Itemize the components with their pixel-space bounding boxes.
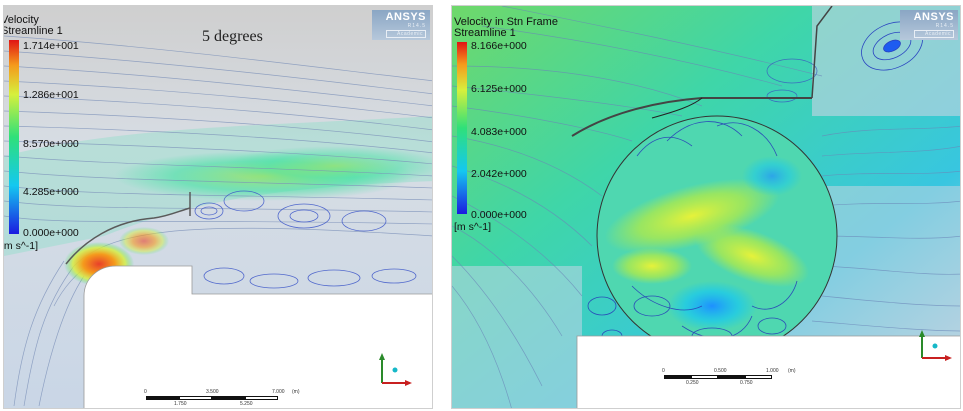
right-simulation-panel: Velocity in Stn Frame Streamline 1 8.166… [451,5,961,409]
right-streamline-plot [452,6,960,408]
scale-bar: 0 3.500 7.000 (m) 1.750 5.250 [144,389,304,408]
angle-annotation: 5 degrees [202,28,263,45]
left-streamline-plot [4,6,432,408]
scale-label: 1.750 [174,401,187,407]
colorbar [457,42,467,214]
scale-label: 0.500 [714,368,727,374]
axis-triad-icon [379,353,412,386]
logo-name: ANSYS [385,11,426,23]
ansys-logo: ANSYS R14.5 Academic [913,11,954,38]
ansys-logo: ANSYS R14.5 Academic [385,11,426,38]
legend-tick: 8.166e+000 [471,40,527,52]
scale-label: 1.000 [766,368,779,374]
legend-tick: 2.042e+000 [471,168,527,180]
left-simulation-panel: Velocity Streamline 1 1.714e+001 1.286e+… [3,5,433,409]
legend-title: Velocity in Stn Frame [454,16,558,28]
logo-edition: Academic [385,30,426,38]
legend-tick: 0.000e+000 [23,227,79,239]
scale-bar-segments [664,375,772,379]
axis-triad-icon [919,330,952,361]
scale-unit: (m) [788,368,796,374]
logo-edition: Academic [913,30,954,38]
legend-tick: 8.570e+000 [23,138,79,150]
legend-tick: 4.285e+000 [23,186,79,198]
scale-bar-segments [146,396,278,400]
scale-unit: (m) [292,389,300,395]
legend-unit: [m s^-1] [3,240,39,252]
legend-subtitle: Streamline 1 [454,27,516,39]
legend-title: Velocity [3,14,39,26]
logo-version: R14.5 [407,23,426,29]
legend-tick: 0.000e+000 [471,209,527,221]
scale-label: 0.750 [740,380,753,386]
colorbar [9,40,19,234]
scale-label: 7.000 [272,389,285,395]
scale-label: 0 [662,368,665,374]
scale-label: 0.250 [686,380,699,386]
legend-tick: 4.083e+000 [471,126,527,138]
legend-subtitle: Streamline 1 [3,25,63,37]
scale-label: 3.500 [206,389,219,395]
legend-unit: [m s^-1] [454,221,492,233]
scale-label: 5.250 [240,401,253,407]
scale-label: 0 [144,389,147,395]
legend-tick: 1.286e+001 [23,89,79,101]
scale-bar: 0 0.500 1.000 (m) 0.250 0.750 [662,368,822,388]
legend-tick: 1.714e+001 [23,40,79,52]
legend-tick: 6.125e+000 [471,83,527,95]
logo-name: ANSYS [913,11,954,23]
logo-version: R14.5 [935,23,954,29]
